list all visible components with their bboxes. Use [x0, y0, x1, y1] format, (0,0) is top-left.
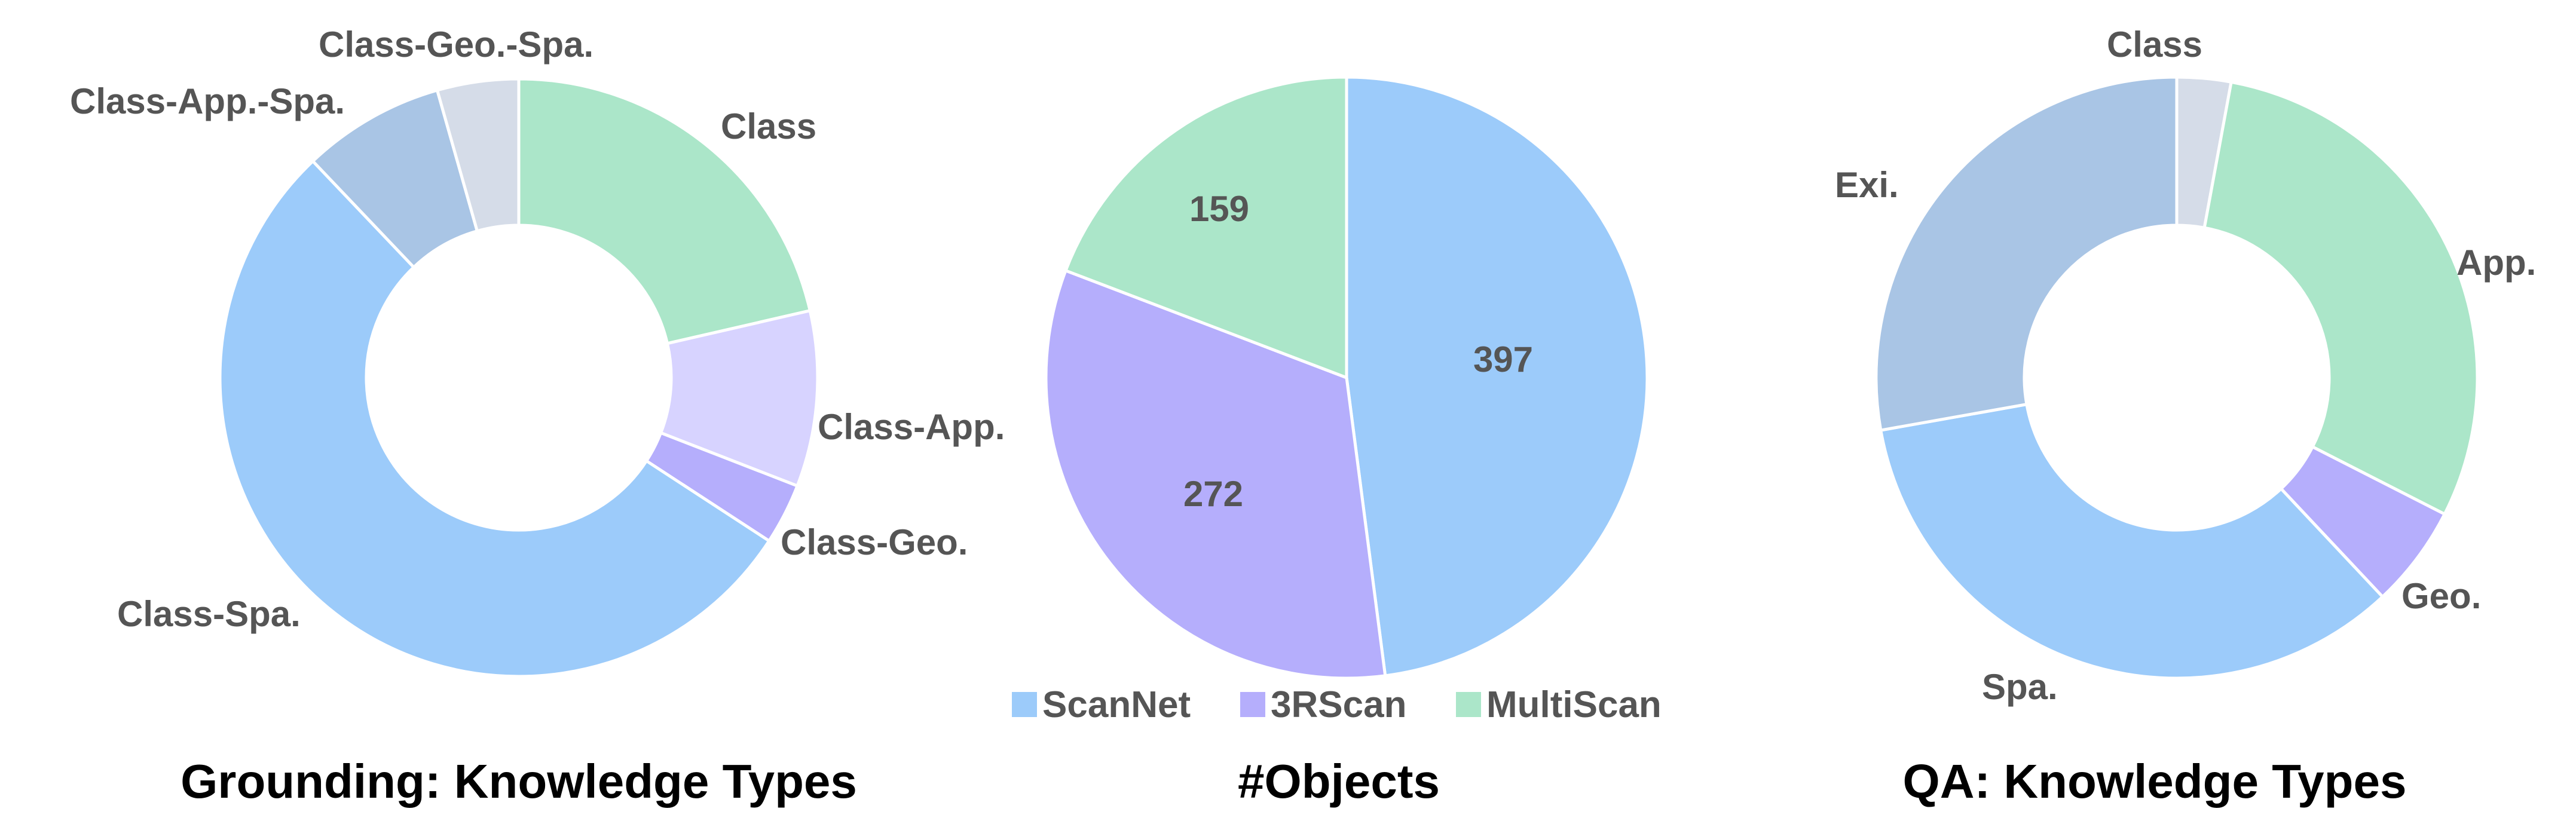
legend-swatch-multiscan: [1456, 692, 1481, 717]
grounding-label-class-app: Class-App.: [818, 407, 1005, 447]
objects-legend: ScanNet 3RScan MultiScan: [1012, 684, 1662, 725]
qa-label-app: App.: [2456, 243, 2536, 283]
objects-title: #Objects: [1238, 755, 1440, 808]
grounding-label-class: Class: [721, 106, 816, 146]
qa-label-spa: Spa.: [1982, 667, 2058, 707]
legend-label-multiscan: MultiScan: [1486, 684, 1662, 725]
legend-swatch-scannet: [1012, 692, 1037, 717]
qa-panel: Class App. Geo. Spa. Exi. QA: Knowledge …: [1835, 24, 2536, 808]
grounding-title: Grounding: Knowledge Types: [180, 755, 857, 808]
objects-value-multiscan: 159: [1189, 189, 1249, 229]
objects-value-scannet: 397: [1473, 339, 1533, 379]
qa-slice-app: [2202, 80, 2479, 516]
qa-slice-exi: [1874, 75, 2179, 432]
grounding-panel: Class Class-App. Class-Geo. Class-Spa. C…: [70, 24, 1005, 808]
grounding-label-class-geo-spa: Class-Geo.-Spa.: [319, 24, 593, 65]
qa-donut: [1874, 75, 2479, 680]
qa-label-geo: Geo.: [2401, 576, 2481, 616]
qa-title: QA: Knowledge Types: [1902, 755, 2406, 808]
objects-panel: 397 272 159 ScanNet 3RScan MultiScan #Ob…: [1012, 75, 1662, 808]
grounding-donut: [218, 77, 819, 678]
objects-slice-3rscan: [1044, 268, 1387, 680]
grounding-slice-class-geo-spa: [435, 77, 521, 233]
qa-label-class: Class: [2107, 24, 2202, 65]
legend-label-scannet: ScanNet: [1042, 684, 1191, 725]
legend-label-3rscan: 3RScan: [1271, 684, 1406, 725]
objects-slice-scannet: [1345, 75, 1649, 678]
objects-pie: [1044, 75, 1649, 680]
qa-slice-spa: [1879, 402, 2385, 680]
objects-slice-multiscan: [1063, 75, 1348, 380]
grounding-slice-class-spa: [218, 159, 772, 678]
grounding-label-class-spa: Class-Spa.: [117, 594, 301, 634]
objects-value-3rscan: 272: [1183, 474, 1243, 514]
grounding-label-class-app-spa: Class-App.-Spa.: [70, 81, 345, 121]
legend-swatch-3rscan: [1240, 692, 1265, 717]
grounding-slice-class: [517, 77, 812, 345]
grounding-label-class-geo: Class-Geo.: [781, 522, 968, 562]
grounding-slice-class-app: [659, 308, 819, 488]
qa-label-exi: Exi.: [1835, 165, 1899, 205]
